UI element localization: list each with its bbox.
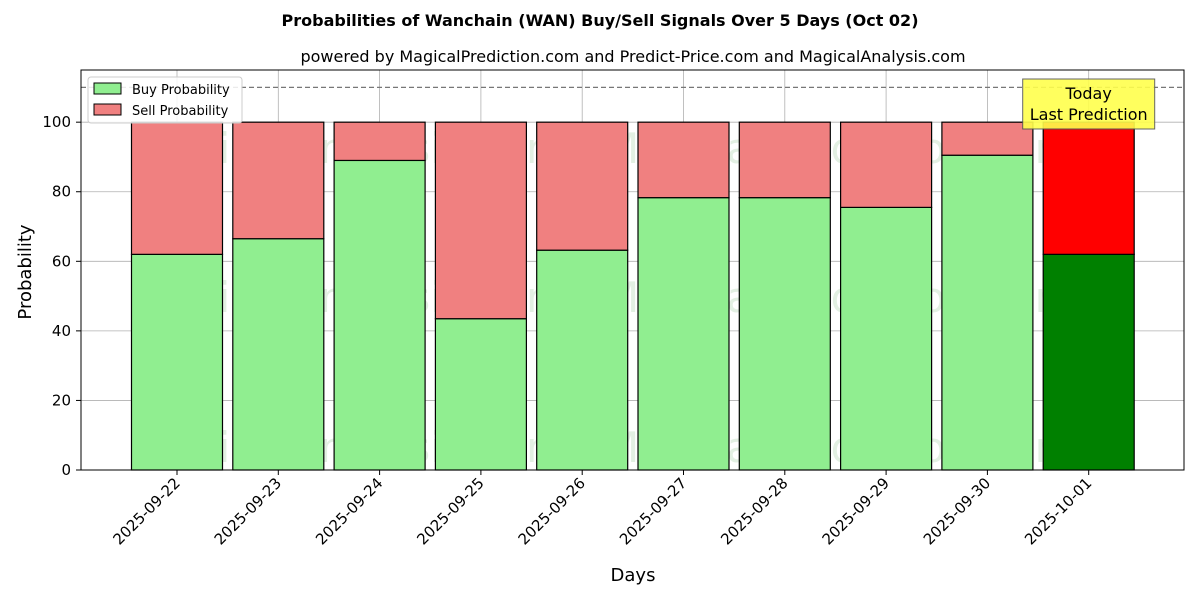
buy-bar [536, 249, 629, 471]
plot-frame [80, 69, 1185, 471]
sell-bar [333, 121, 426, 162]
sell-bar [130, 121, 224, 255]
sell-bar [536, 121, 629, 251]
x-tick-label: 2025-09-27 [616, 474, 690, 548]
sell-bar [434, 121, 527, 320]
buy-bar [434, 318, 527, 471]
y-tick-label: 20 [52, 391, 71, 409]
annotation-text: Last Prediction [1030, 105, 1148, 124]
legend: Buy Probability Sell Probability [87, 76, 243, 124]
x-tick-label: 2025-09-26 [515, 474, 589, 548]
buy-bar [130, 253, 224, 471]
plot-area: MagicalAnalysis.comMagicalPrediction.com… [42, 69, 1185, 548]
y-axis-label: Probability [15, 224, 36, 319]
y-tick-label: 40 [52, 322, 71, 340]
sell-bar [738, 121, 831, 199]
x-tick-label: 2025-09-28 [717, 474, 791, 548]
sell-bar [637, 121, 730, 199]
buy-bar [637, 197, 730, 471]
chart-title: Probabilities of Wanchain (WAN) Buy/Sell… [282, 11, 919, 30]
x-tick-label: 2025-09-25 [413, 474, 487, 548]
chart-subtitle: powered by MagicalPrediction.com and Pre… [300, 47, 965, 66]
x-tick-label: 2025-09-30 [920, 474, 994, 548]
legend-box [87, 76, 243, 124]
x-tick-label: 2025-09-23 [211, 474, 285, 548]
y-tick-label: 60 [52, 252, 71, 270]
buy-bar [839, 206, 933, 471]
y-tick-label: 100 [42, 113, 71, 131]
sell-bar [839, 121, 933, 208]
annotation-box [1022, 78, 1156, 130]
legend-swatch [93, 103, 122, 116]
y-tick-label: 0 [61, 461, 71, 479]
x-tick-label: 2025-09-24 [312, 474, 386, 548]
buy-bar [333, 159, 426, 471]
legend-label: Sell Probability [132, 104, 229, 119]
x-tick-label: 2025-10-01 [1021, 474, 1095, 548]
buy-bar [941, 154, 1034, 471]
buy-bar [738, 197, 831, 471]
sell-bar [941, 121, 1034, 156]
sell-bar [1042, 121, 1135, 255]
x-tick-label: 2025-09-22 [109, 474, 183, 548]
legend-swatch [93, 82, 122, 95]
x-axis-label: Days [611, 565, 656, 586]
buy-bar [232, 238, 325, 471]
y-tick-label: 80 [52, 183, 71, 201]
buy-bar [1042, 253, 1135, 471]
sell-bar [232, 121, 325, 240]
x-tick-label: 2025-09-29 [819, 474, 893, 548]
annotation-text: Today [1065, 84, 1112, 103]
legend-label: Buy Probability [132, 83, 230, 98]
